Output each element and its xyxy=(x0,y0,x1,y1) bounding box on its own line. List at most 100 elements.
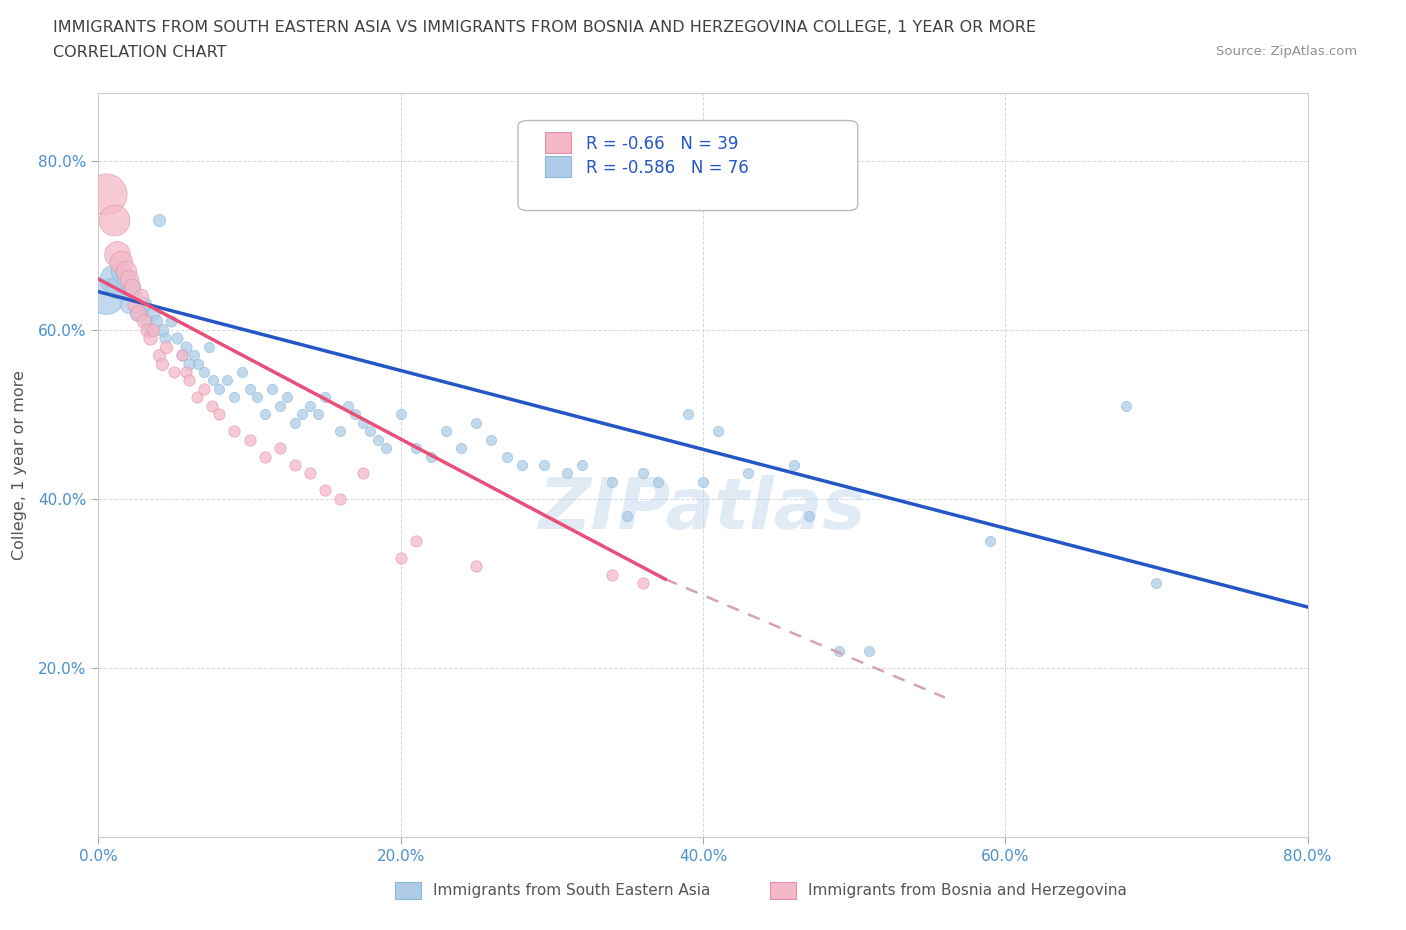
Text: ZIPatlas: ZIPatlas xyxy=(540,475,866,544)
Point xyxy=(389,551,412,565)
Point xyxy=(239,432,262,447)
Point xyxy=(174,365,197,379)
Point xyxy=(150,323,173,338)
Point xyxy=(208,406,231,421)
Bar xyxy=(395,883,422,898)
Bar xyxy=(544,132,571,153)
Point xyxy=(329,491,352,506)
Point xyxy=(114,263,136,278)
Point xyxy=(307,406,329,421)
Point xyxy=(555,466,578,481)
Point xyxy=(329,424,352,439)
Point xyxy=(224,390,246,405)
Point xyxy=(110,255,132,270)
Point xyxy=(148,212,170,227)
Point xyxy=(148,348,170,363)
Point xyxy=(291,406,314,421)
Point xyxy=(94,187,117,202)
Point xyxy=(420,449,443,464)
Text: CORRELATION CHART: CORRELATION CHART xyxy=(53,45,226,60)
Point xyxy=(602,567,624,582)
Point xyxy=(269,441,291,456)
Point xyxy=(434,424,457,439)
Point xyxy=(692,474,714,489)
Point xyxy=(239,381,262,396)
Point xyxy=(465,559,488,574)
Point xyxy=(276,390,298,405)
Point xyxy=(197,339,219,354)
Point xyxy=(1144,576,1167,591)
Point xyxy=(465,416,488,431)
Point xyxy=(129,288,152,303)
Point xyxy=(186,390,208,405)
Point xyxy=(616,509,638,524)
Point xyxy=(631,576,654,591)
Point xyxy=(105,280,128,295)
Point xyxy=(160,313,183,328)
Text: R = -0.66   N = 39: R = -0.66 N = 39 xyxy=(586,135,738,153)
Point xyxy=(94,288,117,303)
Point xyxy=(202,373,225,388)
Point xyxy=(174,339,197,354)
Point xyxy=(571,458,593,472)
Bar xyxy=(544,156,571,177)
Text: IMMIGRANTS FROM SOUTH EASTERN ASIA VS IMMIGRANTS FROM BOSNIA AND HERZEGOVINA COL: IMMIGRANTS FROM SOUTH EASTERN ASIA VS IM… xyxy=(53,20,1036,35)
Point xyxy=(201,398,224,413)
Point xyxy=(797,509,820,524)
Point xyxy=(103,272,125,286)
Point xyxy=(336,398,359,413)
Point xyxy=(828,644,851,658)
Point xyxy=(246,390,269,405)
Point xyxy=(602,474,624,489)
Point xyxy=(121,280,143,295)
Point xyxy=(367,432,389,447)
Point xyxy=(105,246,128,261)
Point xyxy=(139,323,162,338)
Point xyxy=(166,331,188,346)
Point xyxy=(284,458,307,472)
Point xyxy=(139,331,162,346)
Point xyxy=(132,297,155,312)
FancyBboxPatch shape xyxy=(517,121,858,210)
Point xyxy=(127,305,149,320)
Text: Source: ZipAtlas.com: Source: ZipAtlas.com xyxy=(1216,45,1357,58)
Point xyxy=(299,466,322,481)
Point xyxy=(374,441,396,456)
Point xyxy=(510,458,533,472)
Point xyxy=(495,449,517,464)
Point xyxy=(121,280,143,295)
Point xyxy=(170,348,193,363)
Point xyxy=(124,288,146,303)
Text: Immigrants from South Eastern Asia: Immigrants from South Eastern Asia xyxy=(433,884,710,898)
Point xyxy=(187,356,209,371)
Point xyxy=(103,212,125,227)
Point xyxy=(676,406,699,421)
Point xyxy=(231,365,253,379)
Point xyxy=(135,323,157,338)
Point xyxy=(284,416,307,431)
Point xyxy=(360,424,382,439)
Point xyxy=(142,305,165,320)
Point xyxy=(858,644,880,658)
Point xyxy=(118,272,141,286)
Point xyxy=(737,466,759,481)
Point xyxy=(215,373,238,388)
Point xyxy=(129,305,152,320)
Point xyxy=(153,331,176,346)
Point xyxy=(127,305,149,320)
Point xyxy=(145,313,167,328)
Point xyxy=(179,373,201,388)
Point xyxy=(979,534,1001,549)
Point xyxy=(142,323,165,338)
Y-axis label: College, 1 year or more: College, 1 year or more xyxy=(13,370,27,560)
Point xyxy=(163,365,186,379)
Point xyxy=(135,313,157,328)
Point xyxy=(450,441,472,456)
Point xyxy=(314,390,336,405)
Point xyxy=(155,339,177,354)
Point xyxy=(253,449,276,464)
Point xyxy=(1115,398,1137,413)
Bar xyxy=(769,883,796,898)
Point xyxy=(344,406,367,421)
Point xyxy=(208,381,231,396)
